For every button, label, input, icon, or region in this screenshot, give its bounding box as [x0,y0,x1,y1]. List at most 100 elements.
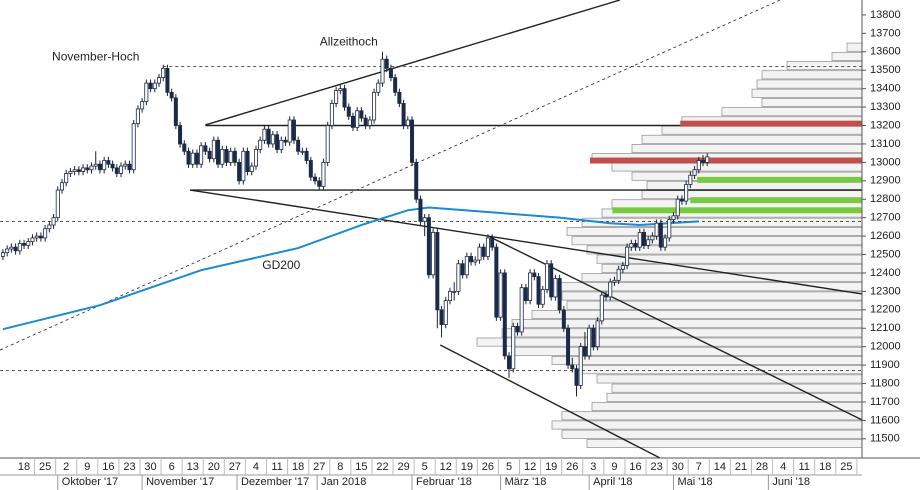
candle-body [199,145,204,165]
x-tick-label: 14 [714,461,726,473]
candle-body [473,259,478,263]
candle-body [376,82,381,93]
candle-body [178,125,183,145]
trend-line [205,0,621,126]
y-tick-label: 12000 [870,341,901,353]
profile-bar [511,319,862,329]
candle-body [144,82,149,102]
y-tick-label: 11800 [870,377,900,389]
candle-body [625,246,630,266]
candle-body [692,169,697,176]
candle-body [452,290,457,293]
annotations: November-Hoch Allzeithoch GD200 [52,35,378,272]
x-tick-label: 6 [169,461,175,473]
candle-body [578,346,583,386]
y-tick-label: 13800 [870,9,901,21]
candle-body [59,182,64,191]
candle-body [507,355,512,370]
candle-body [367,119,372,126]
candle-body [384,58,389,69]
profile-bar [581,217,862,227]
candle-body [494,246,499,318]
candle-body [17,243,22,252]
x-tick-label: 22 [376,461,388,473]
month-label: Mai '18 [677,476,712,488]
candle-body [532,272,537,278]
candle-body [397,91,402,104]
x-tick-label: 25 [39,461,51,473]
x-tick-label: 19 [545,461,557,473]
candle-body [646,239,651,246]
candle-body [287,119,292,143]
candle-body [604,294,609,298]
x-tick-label: 12 [524,461,536,473]
candle-body [13,246,18,252]
candle-body [321,161,326,187]
zones [589,120,862,214]
candle-body [388,67,393,78]
candle-body [498,272,503,318]
candle-body [304,150,309,161]
trend-line [0,0,781,351]
candle-body [549,263,554,298]
y-tick-label: 13100 [870,138,901,150]
candle-body [194,152,199,165]
candle-body [0,252,5,257]
profile-bar [566,227,862,236]
candle-body [26,241,31,246]
candle-body [106,160,111,165]
x-tick-label: 30 [672,461,684,473]
annotation: GD200 [262,258,300,272]
x-tick-label: 16 [102,461,114,473]
profile-bar [596,374,862,384]
candle-body [190,152,195,165]
candle-body [477,246,482,261]
profile-bar [831,51,862,61]
x-tick-label: 23 [650,461,662,473]
profile-bar [476,337,862,347]
candle-body [641,232,646,246]
candle-body [211,139,216,160]
candle-body [30,237,35,243]
candle-body [241,150,246,182]
candle-body [22,243,27,246]
candle-body [570,364,575,370]
candle-body [553,278,558,298]
candle-body [359,110,364,119]
candle-body [608,281,613,298]
month-label: Dezember '17 [241,476,309,488]
x-tick-label: 23 [123,461,135,473]
candle-body [637,232,642,248]
x-tick-label: 16 [629,461,641,473]
candle-body [456,263,461,292]
profile-bar [661,125,862,135]
candle-body [68,171,73,174]
profile-bar [721,107,862,117]
candle-body [72,169,77,172]
month-label: Juni '18 [772,476,810,488]
candle-body [519,287,524,333]
candle-body [296,139,301,152]
candle-body [97,163,102,171]
candle-body [380,58,385,84]
x-tick-label: 28 [756,461,768,473]
x-tick-label: 5 [506,461,512,473]
y-tick-label: 13500 [870,64,901,76]
candle-body [629,243,634,248]
y-tick-label: 12300 [870,285,901,297]
candle-body [679,198,684,202]
month-label: Oktober '17 [62,476,119,488]
y-tick-label: 12200 [870,304,901,316]
candle-body [291,119,296,141]
x-tick-label: 4 [780,461,786,473]
annotation: Allzeithoch [320,35,378,49]
profile-bar [551,420,862,430]
profile-bar [581,365,862,375]
candle-body [464,255,469,276]
candle-body [127,163,132,171]
x-tick-label: 30 [144,461,156,473]
profile-bar [631,144,862,154]
profile-bar [581,273,862,283]
y-tick-label: 12500 [870,248,901,260]
y-tick-label: 12800 [870,193,901,205]
